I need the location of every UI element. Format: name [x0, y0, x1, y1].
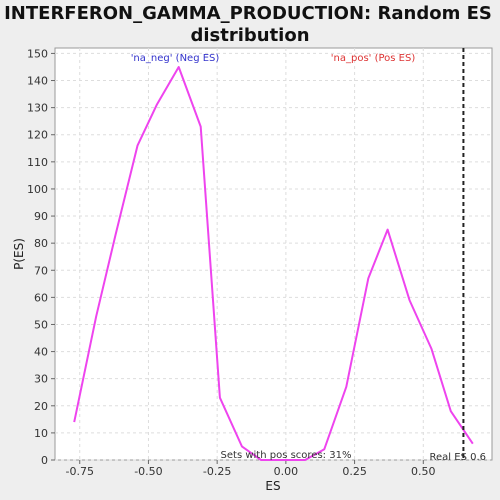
y-tick-label: 140 [27, 75, 48, 88]
x-tick-label: -0.25 [203, 465, 231, 478]
chart-title-line2: distribution [190, 25, 309, 46]
series-group [73, 66, 474, 461]
x-tick-label: 0.25 [342, 465, 367, 478]
y-tick-label: 40 [34, 346, 48, 359]
y-tick-label: 10 [34, 427, 48, 440]
pos-es-label: 'na_pos' (Pos ES) [331, 53, 416, 64]
x-tick-label: 0.50 [411, 465, 436, 478]
axis-ticks: 0 10 20 30 40 50 60 70 80 90 100 110 120 130 140 150 -0.… [27, 47, 436, 478]
y-tick-label: 20 [34, 400, 48, 413]
y-tick-label: 0 [41, 454, 48, 467]
real-es-label: Real ES 0.6 [430, 452, 486, 463]
plot-area [54, 47, 493, 461]
y-tick-label: 60 [34, 291, 48, 304]
y-tick-label: 80 [34, 237, 48, 250]
es-distribution-line [73, 66, 474, 461]
sets-with-pos-scores-label: Sets with pos scores: 31% [221, 450, 352, 461]
neg-es-label: 'na_neg' (Neg ES) [131, 53, 220, 64]
y-tick-label: 100 [27, 183, 48, 196]
y-tick-label: 150 [27, 47, 48, 60]
y-tick-label: 70 [34, 264, 48, 277]
x-tick-label: -0.75 [66, 465, 94, 478]
x-tick-label: 0.00 [274, 465, 299, 478]
y-tick-label: 130 [27, 102, 48, 115]
y-tick-label: 110 [27, 156, 48, 169]
y-tick-label: 50 [34, 318, 48, 331]
x-tick-label: -0.50 [134, 465, 162, 478]
chart-title-line1: INTERFERON_GAMMA_PRODUCTION: Random ES [4, 3, 492, 24]
y-tick-label: 90 [34, 210, 48, 223]
y-tick-label: 30 [34, 373, 48, 386]
y-tick-label: 120 [27, 129, 48, 142]
x-axis-label: ES [265, 479, 280, 493]
y-axis-label: P(ES) [12, 238, 26, 270]
grid-lines [55, 48, 492, 461]
